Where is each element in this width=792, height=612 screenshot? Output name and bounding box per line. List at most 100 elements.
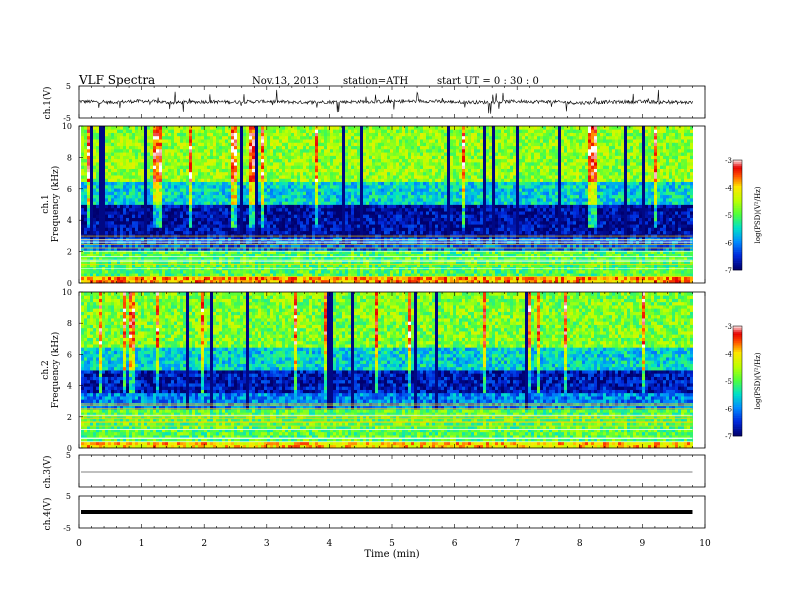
psd-cell [141,168,144,173]
psd-cell [114,243,117,248]
psd-cell [240,188,243,192]
psd-cell [381,253,384,258]
psd-cell [312,227,315,232]
psd-cell [138,243,141,248]
psd-cell [210,184,213,189]
psd-cell [216,132,219,137]
psd-cell [183,243,186,248]
psd-cell [309,198,312,202]
psd-cell [225,175,228,179]
psd-cell [291,165,294,169]
psd-cell [321,152,324,156]
psd-cell [192,276,195,281]
psd-cell [246,220,249,225]
psd-cell [180,217,183,222]
psd-cell [132,247,135,251]
psd-cell [243,237,246,241]
psd-cell [93,276,96,281]
psd-cell [309,184,312,189]
psd-cell [210,214,213,218]
psd-cell [348,227,351,232]
psd-cell [285,211,288,215]
psd-cell [117,204,120,209]
psd-cell [261,279,264,284]
psd-cell [264,269,267,274]
psd-cell [375,148,378,153]
psd-cell [90,237,93,241]
psd-cell [267,237,270,241]
psd-cell [279,263,282,268]
psd-cell [225,155,228,160]
psd-cell [303,260,306,264]
psd-cell [171,214,174,218]
psd-cell [222,227,225,232]
psd-cell [186,142,189,147]
psd-cell [309,253,312,258]
psd-cell [189,201,192,205]
psd-cell [336,198,339,202]
psd-cell [327,237,330,241]
psd-cell [141,171,144,176]
psd-cell [141,198,144,202]
psd-cell [306,155,309,160]
psd-cell [189,230,192,235]
psd-cell [234,247,237,251]
psd-cell [177,250,180,254]
psd-cell [165,158,168,163]
psd-cell [210,220,213,225]
psd-cell [240,263,243,268]
psd-cell [312,155,315,160]
psd-cell [159,237,162,241]
psd-cell [87,194,90,199]
psd-cell [249,253,252,258]
psd-cell [381,168,384,173]
psd-cell [186,158,189,163]
psd-cell [243,204,246,209]
psd-cell [330,158,333,163]
psd-cell [324,198,327,202]
psd-cell [246,188,249,192]
psd-cell [129,135,132,140]
psd-cell [135,224,138,228]
psd-cell [258,142,261,147]
psd-cell [228,260,231,264]
psd-cell [252,148,255,153]
psd-cell [195,237,198,241]
psd-cell [384,220,387,225]
psd-cell [105,247,108,251]
psd-cell [150,194,153,199]
psd-cell [384,224,387,228]
psd-cell [192,132,195,137]
psd-cell [144,129,147,133]
psd-cell [282,184,285,189]
psd-cell [234,162,237,166]
psd-cell [348,269,351,274]
psd-cell [213,155,216,160]
psd-cell [327,188,330,192]
psd-cell [348,175,351,179]
psd-cell [93,279,96,284]
psd-cell [270,158,273,163]
psd-cell [261,188,264,192]
psd-cell [225,201,228,205]
psd-cell [354,139,357,143]
psd-cell [144,260,147,264]
psd-cell [108,201,111,205]
psd-cell [180,135,183,140]
psd-cell [99,194,102,199]
psd-cell [279,211,282,215]
psd-cell [132,168,135,173]
psd-cell [174,126,177,130]
psd-cell [324,279,327,284]
psd-cell [348,250,351,254]
psd-cell [93,152,96,156]
psd-cell [144,243,147,248]
psd-cell [120,250,123,254]
psd-cell [285,139,288,143]
psd-cell [201,129,204,133]
psd-cell [123,269,126,274]
psd-cell [96,178,99,182]
psd-cell [126,253,129,258]
psd-cell [186,191,189,196]
psd-cell [102,158,105,163]
